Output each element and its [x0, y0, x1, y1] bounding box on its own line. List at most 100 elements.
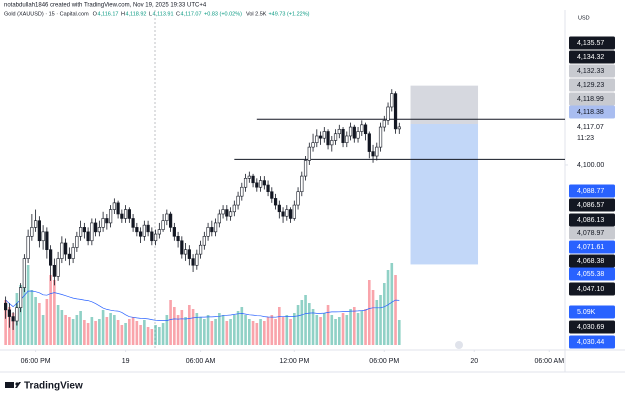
- volume-bar: [195, 313, 199, 345]
- candle-body: [78, 227, 83, 237]
- candle-body: [37, 220, 41, 242]
- candle-body: [273, 198, 278, 206]
- volume-bar: [176, 315, 180, 345]
- volume-bar: [221, 315, 225, 345]
- candle-body: [236, 195, 240, 206]
- target-zone: [410, 123, 479, 265]
- candle-body: [63, 242, 68, 255]
- candle-body: [191, 258, 195, 266]
- volume-bar: [120, 325, 124, 345]
- candle-body: [19, 287, 23, 308]
- candle-body: [195, 253, 199, 266]
- volume-bar: [75, 315, 79, 345]
- flag-icon[interactable]: [455, 341, 463, 349]
- candle-body: [311, 142, 315, 148]
- candle-body: [15, 307, 19, 322]
- price-tag: [569, 92, 615, 106]
- candle-body: [345, 135, 349, 143]
- volume-bar: [270, 315, 274, 345]
- brand-logo: [5, 382, 21, 388]
- candle-body: [22, 258, 26, 288]
- volume-bar: [199, 317, 202, 345]
- brand-name: TradingView: [24, 381, 83, 392]
- candle-body: [217, 213, 221, 224]
- volume-bar: [281, 317, 285, 345]
- candle-body: [360, 124, 364, 132]
- volume-bar: [233, 315, 236, 345]
- volume-bar: [49, 275, 52, 345]
- volume-bar: [214, 319, 217, 345]
- price-tag-label: 4,055.38: [577, 271, 604, 278]
- volume-bar: [203, 319, 206, 345]
- volume-bar: [191, 309, 195, 345]
- volume-bar: [90, 317, 94, 345]
- volume-bar: [165, 315, 169, 345]
- volume-bar: [86, 323, 90, 345]
- volume-bar: [60, 310, 64, 345]
- candle-body: [382, 120, 386, 128]
- volume-bar: [19, 285, 22, 345]
- volume-bar: [322, 313, 326, 345]
- volume-bar: [390, 263, 394, 345]
- volume-bar: [150, 329, 154, 345]
- candle-body: [183, 249, 188, 255]
- price-tag: [569, 36, 615, 50]
- volume-bar: [218, 313, 221, 345]
- volume-bar: [4, 300, 7, 345]
- ohlc-value: 4,113.91: [153, 11, 174, 17]
- candle-body: [232, 204, 236, 213]
- volume-bar: [45, 299, 49, 345]
- x-tick-label: 06:00 AM: [534, 358, 564, 365]
- volume-bar: [113, 315, 116, 345]
- volume-bar: [68, 317, 71, 345]
- candle-body: [296, 191, 300, 206]
- candle-body: [105, 218, 109, 224]
- symbol: Gold (XAUUSD) · 15 · Capital.com: [4, 11, 89, 17]
- candle-body: [120, 213, 124, 219]
- volume-bar: [334, 319, 337, 345]
- volume-bar: [26, 265, 30, 345]
- candle-body: [150, 231, 154, 242]
- candle-body: [378, 126, 383, 148]
- volume-bar: [341, 313, 345, 345]
- candle-body: [101, 218, 105, 228]
- candle-body: [262, 180, 266, 186]
- volume-bar: [337, 317, 341, 345]
- change: +0.83 (+0.02%): [204, 11, 242, 17]
- candle-body: [93, 222, 98, 233]
- candle-body: [82, 227, 86, 233]
- price-tag: [569, 184, 615, 198]
- candle-body: [45, 231, 49, 250]
- candle-body: [4, 302, 8, 311]
- volume-bar: [105, 317, 109, 345]
- candle-body: [315, 135, 319, 143]
- candle-body: [363, 124, 368, 135]
- candle-body: [270, 191, 274, 199]
- volume-bar: [375, 300, 379, 345]
- volume-bar: [330, 315, 334, 345]
- volume-bar: [263, 321, 266, 345]
- candle-body: [41, 231, 45, 242]
- volume-bar: [206, 315, 210, 345]
- ohlc-value: 4,116.17: [97, 11, 118, 17]
- candle-body: [97, 227, 101, 233]
- candle-body: [49, 249, 53, 266]
- volume-bar: [289, 319, 292, 345]
- volume-bar: [274, 319, 277, 345]
- x-tick-label: 19: [122, 358, 130, 365]
- price-tag: [569, 50, 615, 64]
- candle-body: [157, 229, 161, 235]
- ohlc-key: O: [93, 11, 98, 17]
- candle-body: [67, 253, 71, 259]
- candle-body: [228, 211, 233, 217]
- price-tag: [569, 131, 615, 145]
- candle-body: [367, 133, 371, 152]
- price-tag: [569, 120, 615, 134]
- volume-bar: [360, 311, 364, 345]
- candle-body: [146, 224, 150, 233]
- candle-body: [187, 249, 191, 259]
- volume-bar: [371, 290, 375, 345]
- volume-bar: [386, 270, 390, 345]
- price-tag: [569, 305, 615, 319]
- candle-body: [52, 264, 56, 277]
